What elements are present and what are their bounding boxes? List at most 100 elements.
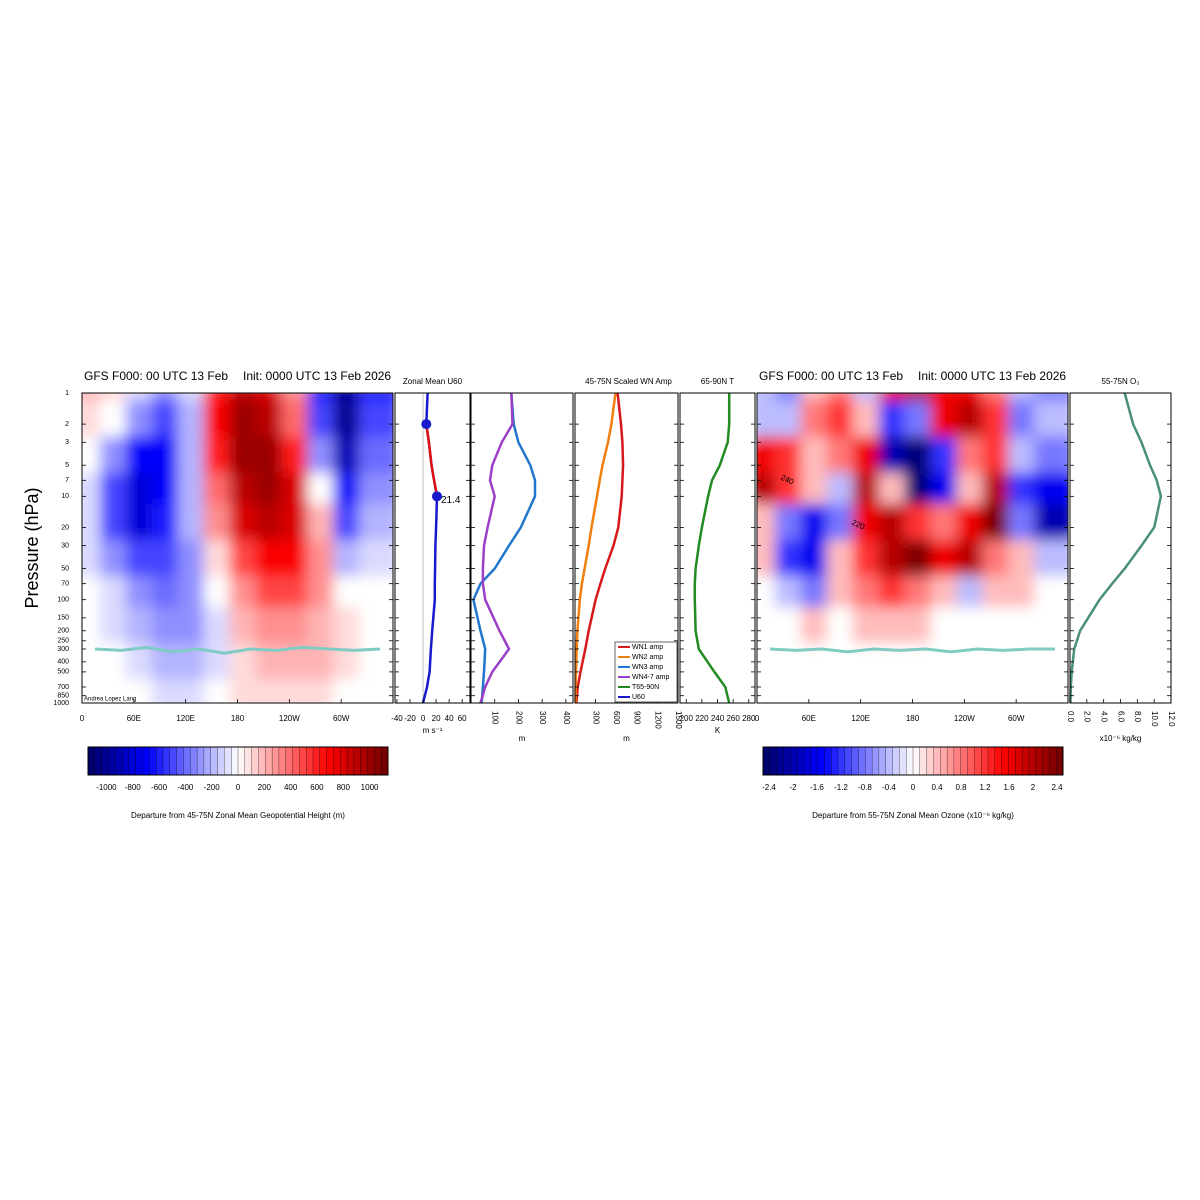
colorbar-tick-label: 200: [258, 783, 272, 792]
x-tick-label: 1500: [674, 711, 683, 729]
plot-frame: [394, 392, 471, 704]
colorbar-box: [1042, 746, 1050, 776]
x-tick-label: 0: [80, 714, 85, 723]
x-tick-label: -40: [391, 714, 403, 723]
x-tick-label: 6.0: [1116, 711, 1125, 723]
colorbar-box: [858, 746, 866, 776]
colorbar-tick-label: 1.6: [1003, 783, 1015, 792]
x-tick-label: 120W: [279, 714, 300, 723]
colorbar-box: [899, 746, 907, 776]
profile-line: [472, 392, 537, 704]
panel: 300 600 900 1200 1500 m 45-75N Scaled WN Amp WN…: [574, 377, 683, 743]
x-tick-label: 1200: [653, 711, 662, 729]
colorbar-box: [953, 746, 962, 776]
x-tick-label: 2.0: [1083, 711, 1092, 723]
legend-label: WN4-7 amp: [632, 674, 669, 681]
colorbar-box: [967, 746, 975, 776]
colorbar-box: [203, 746, 212, 776]
colorbar-box: [271, 746, 280, 776]
colorbar-box: [340, 746, 348, 776]
x-tick-label: 200: [514, 711, 523, 725]
panel: 0.0 2.0 4.0 6.0 8.0 10.0 12.0 x10⁻⁶ kg/kg 55-75N…: [1066, 377, 1176, 743]
panel: 200 220 240 260 280 K 65-90N T: [679, 377, 756, 735]
x-tick-label: 0: [421, 714, 426, 723]
colorbar-box: [878, 746, 887, 776]
x-tick-label: 0.0: [1066, 711, 1075, 723]
colorbar-box: [946, 746, 955, 776]
panel-title: 55-75N O₃: [1102, 377, 1140, 386]
colorbar-box: [94, 746, 103, 776]
colorbar-tick-label: 800: [337, 783, 351, 792]
chart-subtitle: Init: 0000 UTC 13 Feb 2026: [918, 369, 1066, 383]
colorbar-box: [183, 746, 191, 776]
colorbar-tick-label: -400: [177, 783, 194, 792]
colorbar-box: [1001, 746, 1009, 776]
x-axis-label: m: [623, 734, 630, 743]
y-tick-label: 100: [57, 597, 69, 604]
colorbar-tick-label: 400: [284, 783, 298, 792]
colorbar-box: [244, 746, 253, 776]
colorbar-box: [333, 746, 341, 776]
y-tick-label: 250: [57, 638, 69, 645]
colorbar-box: [190, 746, 198, 776]
colorbar-box: [926, 746, 934, 776]
colorbar-box: [115, 746, 123, 776]
x-tick-label: 8.0: [1133, 711, 1142, 723]
colorbar-tick-label: -0.8: [858, 783, 872, 792]
colorbar-tick-label: -1.6: [810, 783, 824, 792]
colorbar-box: [121, 746, 130, 776]
legend-label: WN2 amp: [632, 654, 663, 661]
colorbar-frame: [87, 746, 389, 776]
colorbar-box: [374, 746, 382, 776]
heatmap-cell: [359, 679, 393, 703]
chart-title: GFS F000: 00 UTC 13 Feb: [84, 369, 228, 383]
colorbar-tick-label: 0: [236, 783, 241, 792]
y-tick-label: 200: [57, 628, 69, 635]
plot-frame: [574, 392, 679, 704]
y-tick-label: 5: [65, 462, 69, 469]
x-tick-label: 300: [591, 711, 600, 725]
colorbar-box: [224, 746, 232, 776]
x-tick-label: 120E: [176, 714, 195, 723]
x-tick-label: 60E: [127, 714, 141, 723]
colorbar-label: Departure from 45-75N Zonal Mean Geopote…: [131, 811, 345, 820]
x-axis-label: m s⁻¹: [423, 726, 443, 735]
colorbar-box: [169, 746, 178, 776]
x-tick-label: 280: [742, 714, 756, 723]
colorbar-box: [906, 746, 914, 776]
colorbar-box: [974, 746, 982, 776]
x-tick-label: 12.0: [1167, 711, 1176, 727]
colorbar-box: [803, 746, 812, 776]
x-tick-label: 100: [491, 711, 500, 725]
colorbar-box: [1021, 746, 1030, 776]
colorbar-tick-label: 1.2: [979, 783, 991, 792]
panel: 21.4 -40 -20 0 20 40 60 m s⁻¹ Zonal Mean U60: [391, 377, 471, 735]
heatmap-cells: [82, 393, 393, 703]
colorbar-box: [994, 746, 1003, 776]
panel-title: 65-90N T: [701, 377, 734, 386]
x-tick-label: 0: [755, 714, 760, 723]
colorbar-box: [1035, 746, 1043, 776]
colorbar-box: [865, 746, 873, 776]
profile-line: [693, 393, 731, 704]
colorbar-box: [776, 746, 784, 776]
colorbar-box: [231, 746, 239, 776]
profile-line: [575, 392, 625, 704]
x-tick-label: 260: [726, 714, 740, 723]
heatmap-cells: [757, 393, 1068, 703]
y-tick-label: 20: [61, 524, 69, 531]
colorbar-box: [885, 746, 893, 776]
colorbar-box: [101, 746, 109, 776]
colorbar-box: [762, 746, 771, 776]
x-tick-label: 60E: [802, 714, 816, 723]
x-axis-label: x10⁻⁶ kg/kg: [1100, 734, 1142, 743]
colorbar-tick-label: -1.2: [834, 783, 848, 792]
y-tick-label: 7: [65, 477, 69, 484]
y-tick-label: 500: [57, 669, 69, 676]
x-tick-label: 40: [445, 714, 454, 723]
x-tick-label: 60W: [1008, 714, 1025, 723]
y-tick-label: 1: [65, 390, 69, 397]
colorbar-box: [237, 746, 246, 776]
profile-line: [574, 392, 617, 704]
